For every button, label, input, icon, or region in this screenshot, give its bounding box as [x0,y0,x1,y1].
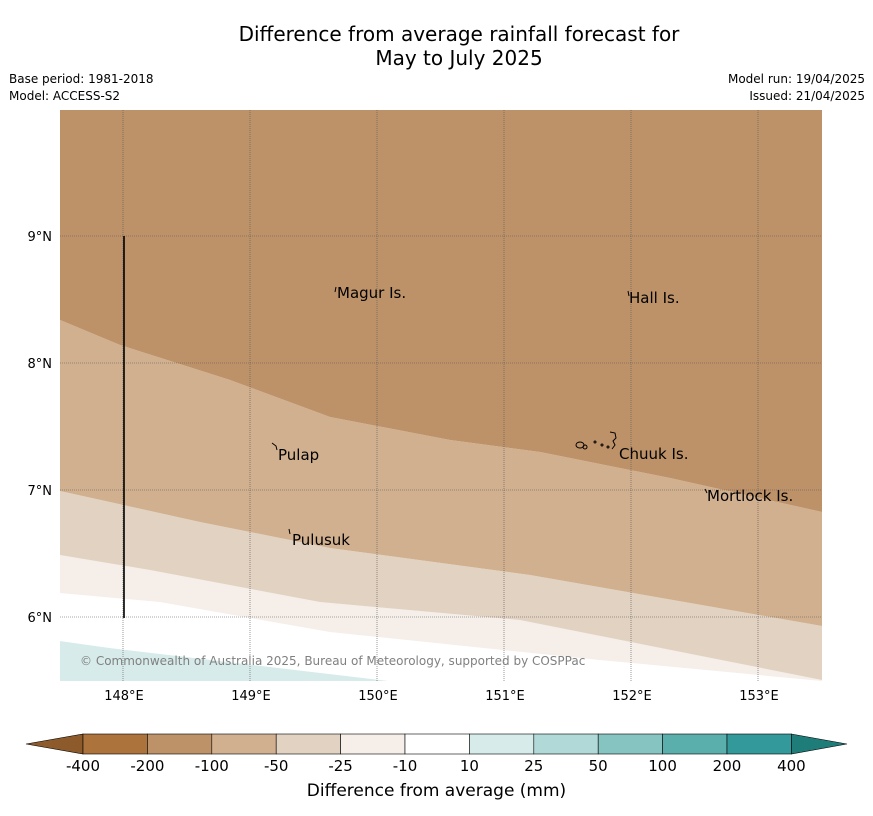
title-line-2: May to July 2025 [375,46,543,70]
band-positive-10-25 [60,641,388,681]
colorbar-segment [340,733,406,755]
model-run: Model run: 19/04/2025 [727,72,865,86]
band-neg-50-100 [60,320,822,626]
lon-tick-label: 148°E [104,689,144,704]
band-neg-100-200 [60,110,822,512]
colorbar-tick-label: 200 [713,757,742,775]
chuuk-island-shapes [575,431,617,450]
hall-island-shape [627,290,630,297]
title-line-1: Difference from average rainfall forecas… [238,22,680,46]
place-label: Pulap [278,446,319,464]
colorbar-tick-label: -50 [264,757,289,775]
colorbar-segment [662,733,728,755]
colorbar-segment [726,733,792,755]
colorbar-segment [82,733,148,755]
colorbar-tick-label: -100 [195,757,229,775]
band-near-zero [60,593,822,681]
colorbar-tick-label: -25 [328,757,353,775]
colorbar-tick-label: -400 [66,757,100,775]
info-right: Model run: 19/04/2025 Issued: 21/04/2025 [728,71,865,105]
colorbar-tick-label: -10 [393,757,418,775]
model-name: Model: ACCESS-S2 [9,89,121,103]
colorbar-segment [469,733,535,755]
graticule [60,110,822,681]
copyright-text: © Commonwealth of Australia 2025, Bureau… [80,654,585,668]
issued-date: Issued: 21/04/2025 [749,89,865,103]
place-label: Pulusuk [292,531,350,549]
lat-tick-label: 6°N [28,611,53,626]
lat-tick-label: 7°N [28,484,53,499]
info-left: Base period: 1981-2018 Model: ACCESS-S2 [9,71,154,105]
colorbar-tick-label: 10 [460,757,479,775]
colorbar-arrow-high [791,733,848,755]
colorbar-segment [211,733,277,755]
pulap-island-shape [271,442,278,451]
lon-tick-label: 149°E [231,689,271,704]
place-label: Magur Is. [337,284,406,302]
place-label: Hall Is. [629,289,680,307]
colorbar-label: Difference from average (mm) [306,781,567,801]
place-label: Mortlock Is. [707,487,793,505]
colorbar-tick-label: 50 [589,757,608,775]
lon-tick-label: 151°E [485,689,525,704]
colorbar-arrow-low [25,733,84,755]
band-neg-10-25 [60,555,822,681]
mortlock-island-shape [704,488,708,494]
colorbar-tick-label: 100 [648,757,677,775]
base-period: Base period: 1981-2018 [9,72,154,86]
lat-tick-label: 8°N [28,357,53,372]
colorbar-tick-label: 25 [524,757,543,775]
colorbar-tick-label: 400 [777,757,806,775]
lon-tick-label: 152°E [612,689,652,704]
colorbar-segment [533,733,599,755]
magur-island-shape [334,286,337,293]
island-outlines [271,286,708,535]
lon-tick-label: 153°E [739,689,779,704]
map-title: Difference from average rainfall forecas… [0,22,873,70]
colorbar-segment [147,733,213,755]
colorbar: -400 -200 -100 -50 -25 -10 10 25 50 100 200 400 [25,733,848,775]
lat-tick-label: 9°N [28,230,53,245]
pulusuk-island-shape [288,528,291,535]
colorbar-tick-label: -200 [130,757,164,775]
colorbar-segment [404,733,470,755]
colorbar-segment [597,733,663,755]
place-label: Chuuk Is. [619,445,688,463]
lon-tick-label: 150°E [358,689,398,704]
colorbar-segment [275,733,341,755]
band-neg-25-50 [60,491,822,680]
